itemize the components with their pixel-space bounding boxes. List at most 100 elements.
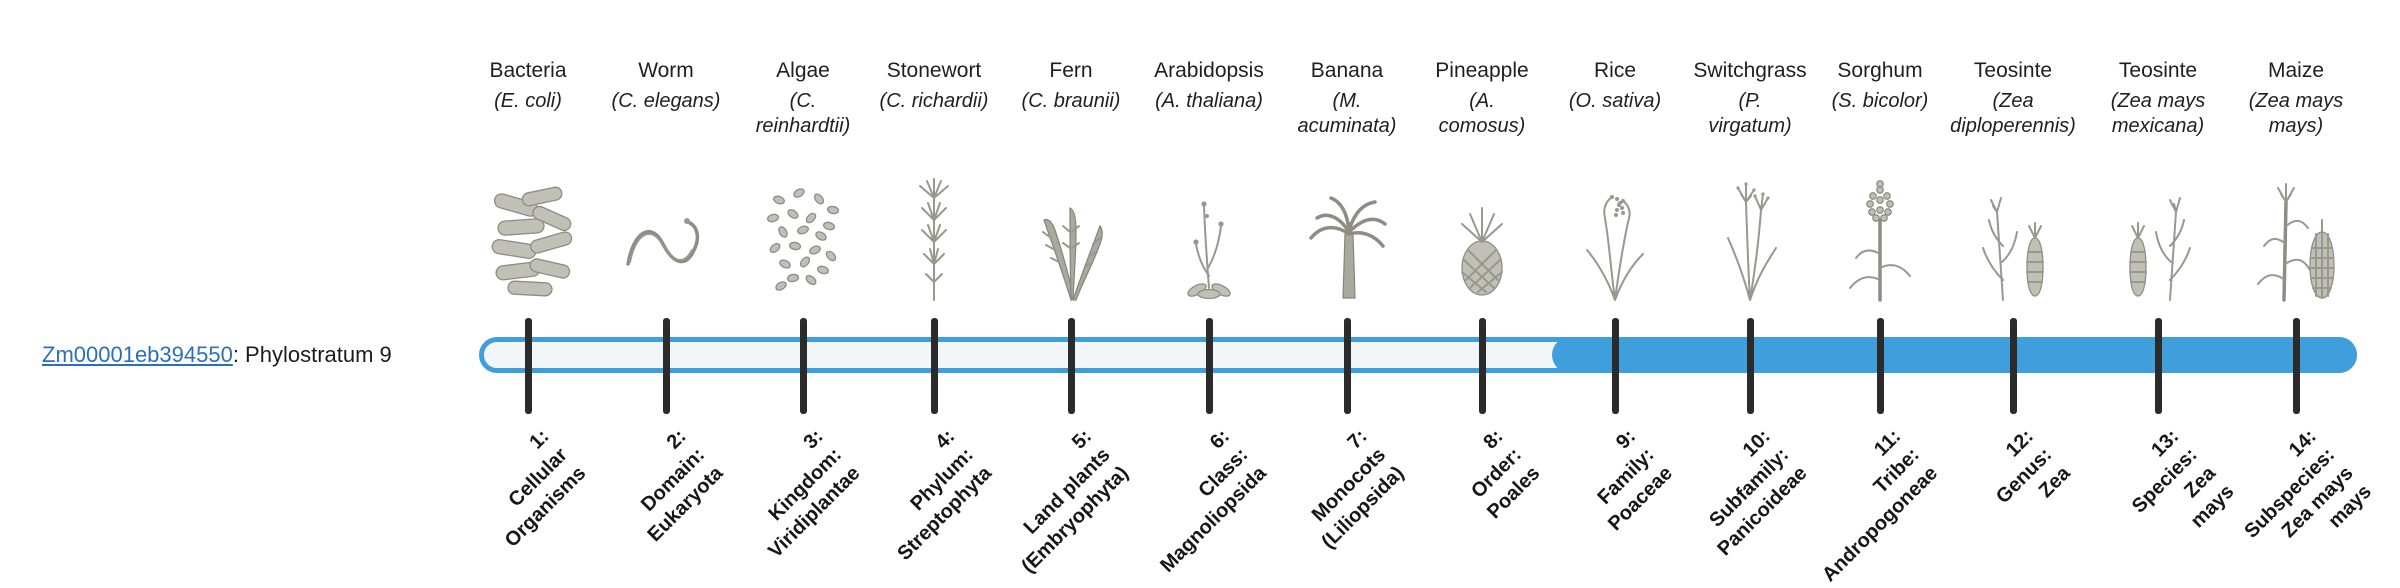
phylostratum-tick [1343, 318, 1351, 414]
species-column-algae: Algae (C. reinhardtii) [728, 0, 878, 580]
species-name: Rice (O. sativa) [1540, 58, 1690, 114]
teosinte-mexicana-illustration [2083, 162, 2233, 308]
species-name: Worm (C. elegans) [591, 58, 741, 114]
phylostratum-tick [1478, 318, 1486, 414]
species-scientific-name: (Zea mays mexicana) [2110, 90, 2206, 138]
species-common-name: Arabidopsis [1154, 59, 1264, 82]
species-name: Algae (C. reinhardtii) [728, 58, 878, 139]
species-column-sorghum: Sorghum (S. bicolor) 11: Tribe: Andropog… [1805, 0, 1955, 586]
gene-annotation: : Phylostratum 9 [232, 342, 392, 367]
arabidopsis-illustration [1134, 162, 1284, 308]
species-name: Pineapple (A. comosus) [1407, 58, 1557, 139]
phylostratum-tick [524, 318, 532, 414]
sorghum-illustration [1805, 162, 1955, 308]
species-scientific-name: (C. reinhardtii) [755, 90, 851, 138]
phylostratum-tick [799, 318, 807, 414]
species-name: Sorghum (S. bicolor) [1805, 58, 1955, 114]
species-column-pineapple: Pineapple (A. comosus) 8: Order: Poales [1407, 0, 1557, 580]
species-common-name: Bacteria [489, 59, 567, 82]
stage-label: 13: Species: Zea mays [2127, 425, 2239, 533]
phylostratum-tick [1067, 318, 1075, 414]
species-name: Maize (Zea mays mays) [2221, 58, 2371, 139]
species-common-name: Worm [638, 59, 694, 82]
species-name: Arabidopsis (A. thaliana) [1134, 58, 1284, 114]
stage-label: 1: Cellular Organisms [500, 425, 590, 552]
stage-label: 12: Genus: Zea [1992, 425, 2075, 509]
phylostratum-tick [2009, 318, 2017, 414]
species-common-name: Maize [2267, 59, 2325, 82]
stage-label: 2: Domain: Eukaryota [637, 425, 728, 547]
species-column-arabidopsis: Arabidopsis (A. thaliana) 6: Class: Magn… [1134, 0, 1284, 580]
species-common-name: Algae [776, 59, 830, 82]
bacteria-illustration [453, 162, 603, 308]
stage-label: 3: Kingdom: Viridiplantae [764, 425, 865, 563]
species-column-switchgrass: Switchgrass (P. virgatum) 10: Subfamily:… [1675, 0, 1825, 580]
species-common-name: Pineapple [1435, 59, 1529, 82]
maize-illustration [2221, 162, 2371, 308]
phylostratum-tick [1205, 318, 1213, 414]
phylostratum-bar-filled [1552, 337, 2357, 373]
stage-label: 8: Order: Poales [1466, 425, 1544, 524]
worm-illustration [591, 162, 741, 308]
phylostratum-tick [1746, 318, 1754, 414]
species-common-name: Stonewort [886, 59, 982, 82]
species-scientific-name: (E. coli) [494, 90, 562, 113]
species-name: Switchgrass (P. virgatum) [1675, 58, 1825, 139]
species-scientific-name: (A. comosus) [1438, 90, 1526, 138]
phylostratum-tick [1611, 318, 1619, 414]
species-scientific-name: (C. richardii) [879, 90, 989, 113]
phylostratum-tick [1876, 318, 1884, 414]
stage-label: 5: Land plants (Embryophyta) [1017, 425, 1133, 578]
fern-illustration [996, 162, 1146, 308]
species-scientific-name: (P. virgatum) [1708, 90, 1792, 138]
species-common-name: Teosinte [1973, 59, 2053, 82]
species-scientific-name: (Zea diploperennis) [1950, 90, 2076, 138]
species-common-name: Teosinte [2118, 59, 2198, 82]
species-scientific-name: (O. sativa) [1568, 90, 1662, 113]
species-name: Banana (M. acuminata) [1272, 58, 1422, 139]
gene-label: Zm00001eb394550: Phylostratum 9 [42, 342, 392, 368]
switchgrass-illustration [1675, 162, 1825, 308]
species-column-banana: Banana (M. acuminata) 7: Monocots (Lilio… [1272, 0, 1422, 580]
species-name: Teosinte (Zea mays mexicana) [2083, 58, 2233, 139]
phylostratum-tick [930, 318, 938, 414]
stage-label: 6: Class: Magnoliopsida [1156, 425, 1271, 577]
species-common-name: Fern [1049, 59, 1093, 82]
teosinte-diploperennis-illustration [1938, 162, 2088, 308]
species-name: Fern (C. braunii) [996, 58, 1146, 114]
species-common-name: Switchgrass [1693, 59, 1807, 82]
stonewort-illustration [859, 162, 1009, 308]
pineapple-illustration [1407, 162, 1557, 308]
species-column-fern: Fern (C. braunii) 5: Land plants (Embryo… [996, 0, 1146, 580]
phylostratum-tick [2292, 318, 2300, 414]
species-scientific-name: (C. braunii) [1021, 90, 1121, 113]
stage-label: 7: Monocots (Liliopsida) [1308, 425, 1409, 554]
species-column-stonewort: Stonewort (C. richardii) 4: Phylum: Stre… [859, 0, 1009, 580]
species-scientific-name: (M. acuminata) [1297, 90, 1397, 138]
species-common-name: Banana [1310, 59, 1384, 82]
species-column-bacteria: Bacteria (E. coli) 1: Cellular Organism [453, 0, 603, 580]
phylostratum-tick [2154, 318, 2162, 414]
species-name: Teosinte (Zea diploperennis) [1938, 58, 2088, 139]
rice-illustration [1540, 162, 1690, 308]
stage-label: 11: Tribe: Andropogoneae [1817, 425, 1942, 587]
species-column-maize: Maize (Zea mays mays) 14: Subspecies: Ze… [2221, 0, 2376, 580]
species-column-teosinte-mexicana: Teosinte (Zea mays mexicana) 13: Species… [2083, 0, 2238, 580]
species-name: Bacteria (E. coli) [453, 58, 603, 114]
species-scientific-name: (S. bicolor) [1831, 90, 1929, 113]
species-common-name: Rice [1593, 59, 1636, 82]
gene-link[interactable]: Zm00001eb394550 [42, 342, 233, 367]
species-scientific-name: (A. thaliana) [1155, 90, 1263, 113]
stage-label: 9: Family: Poaceae [1593, 425, 1677, 536]
banana-illustration [1272, 162, 1422, 308]
species-name: Stonewort (C. richardii) [859, 58, 1009, 114]
species-column-worm: Worm (C. elegans) 2: Domain: Eukaryota [591, 0, 741, 580]
species-common-name: Sorghum [1837, 59, 1923, 82]
species-scientific-name: (C. elegans) [611, 90, 721, 113]
species-scientific-name: (Zea mays mays) [2248, 90, 2344, 138]
algae-illustration [728, 162, 878, 308]
species-column-rice: Rice (O. sativa) 9: Family: Poaceae [1540, 0, 1690, 580]
phylostratum-tick [662, 318, 670, 414]
stage-label: 14: Subspecies: Zea mays mays [2240, 425, 2377, 543]
stage-label: 4: Phylum: Streptophyta [892, 425, 996, 565]
